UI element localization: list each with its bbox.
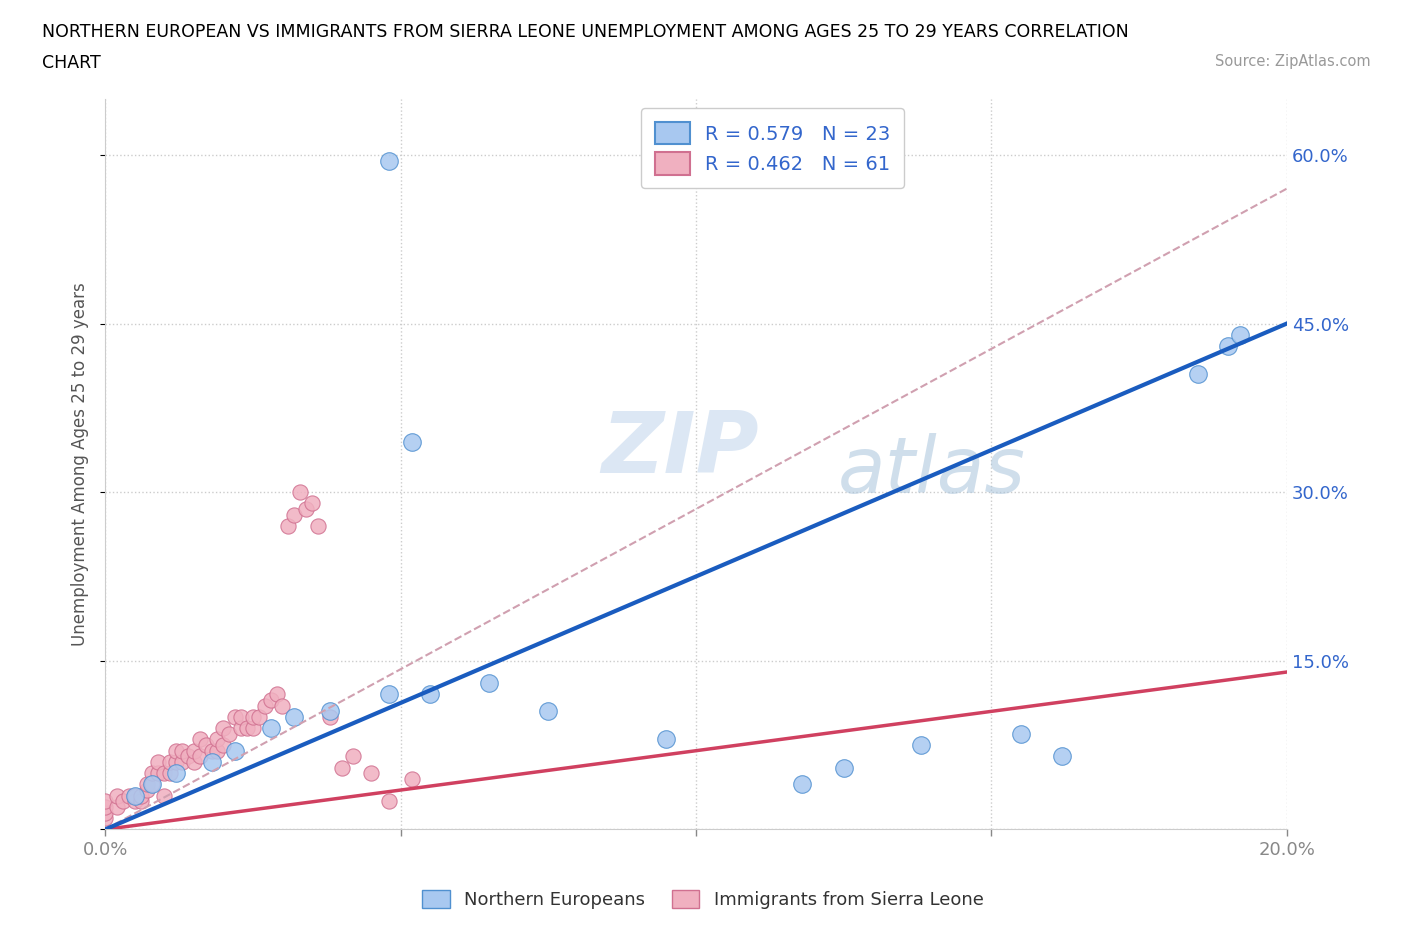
Text: CHART: CHART <box>42 54 101 72</box>
Point <box>94 805 117 820</box>
Point <box>94 794 117 809</box>
Point <box>295 501 318 516</box>
Point <box>307 518 329 533</box>
Point <box>105 789 128 804</box>
Point <box>148 754 170 769</box>
Point <box>247 710 270 724</box>
Point <box>236 721 259 736</box>
Point <box>271 698 294 713</box>
Point <box>153 765 176 780</box>
Point <box>207 732 229 747</box>
Point <box>170 743 193 758</box>
Point <box>910 737 932 752</box>
Point <box>194 737 217 752</box>
Point <box>224 743 246 758</box>
Point <box>94 811 117 826</box>
Point <box>200 743 222 758</box>
Point <box>118 789 141 804</box>
Point <box>177 749 200 764</box>
Text: NORTHERN EUROPEAN VS IMMIGRANTS FROM SIERRA LEONE UNEMPLOYMENT AMONG AGES 25 TO : NORTHERN EUROPEAN VS IMMIGRANTS FROM SIE… <box>42 23 1129 41</box>
Point <box>135 777 157 791</box>
Point <box>124 789 146 804</box>
Point <box>200 754 222 769</box>
Point <box>253 698 276 713</box>
Point <box>218 726 240 741</box>
Point <box>212 721 235 736</box>
Point <box>129 794 152 809</box>
Point <box>135 783 157 798</box>
Point <box>832 760 855 775</box>
Point <box>1216 339 1239 353</box>
Legend: R = 0.579   N = 23, R = 0.462   N = 61: R = 0.579 N = 23, R = 0.462 N = 61 <box>641 109 904 189</box>
Point <box>124 789 146 804</box>
Point <box>165 754 187 769</box>
Point <box>319 710 342 724</box>
Point <box>159 754 181 769</box>
Point <box>229 710 252 724</box>
Point <box>188 732 211 747</box>
Point <box>207 743 229 758</box>
Point <box>277 518 299 533</box>
Point <box>165 765 187 780</box>
Text: ZIP: ZIP <box>602 408 759 491</box>
Point <box>183 743 205 758</box>
Point <box>124 794 146 809</box>
Legend: Northern Europeans, Immigrants from Sierra Leone: Northern Europeans, Immigrants from Sier… <box>415 883 991 916</box>
Point <box>111 794 134 809</box>
Point <box>242 721 264 736</box>
Point <box>378 687 401 702</box>
Point <box>360 765 382 780</box>
Point <box>141 777 163 791</box>
Point <box>212 737 235 752</box>
Text: atlas: atlas <box>838 433 1026 510</box>
Point <box>1052 749 1074 764</box>
Point <box>266 687 288 702</box>
Point <box>1229 327 1251 342</box>
Point <box>478 676 501 691</box>
Point <box>283 710 305 724</box>
Point <box>224 710 246 724</box>
Point <box>378 153 401 168</box>
Point <box>141 765 163 780</box>
Point <box>229 721 252 736</box>
Point <box>105 800 128 815</box>
Point <box>792 777 814 791</box>
Point <box>129 789 152 804</box>
Point <box>148 765 170 780</box>
Point <box>283 507 305 522</box>
Point <box>288 485 311 499</box>
Point <box>94 800 117 815</box>
Point <box>1187 366 1209 381</box>
Point <box>183 754 205 769</box>
Point <box>242 710 264 724</box>
Point <box>378 794 401 809</box>
Point <box>153 789 176 804</box>
Point <box>1010 726 1032 741</box>
Point <box>259 721 281 736</box>
Point <box>301 496 323 511</box>
Point <box>319 704 342 719</box>
Point <box>401 434 423 449</box>
Point <box>141 777 163 791</box>
Point <box>342 749 364 764</box>
Point <box>259 693 281 708</box>
Point <box>170 754 193 769</box>
Y-axis label: Unemployment Among Ages 25 to 29 years: Unemployment Among Ages 25 to 29 years <box>72 282 89 646</box>
Point <box>165 743 187 758</box>
Point <box>401 771 423 786</box>
Point <box>330 760 353 775</box>
Point <box>655 732 678 747</box>
Point <box>159 765 181 780</box>
Point <box>537 704 560 719</box>
Point <box>419 687 441 702</box>
Point <box>188 749 211 764</box>
Text: Source: ZipAtlas.com: Source: ZipAtlas.com <box>1215 54 1371 69</box>
